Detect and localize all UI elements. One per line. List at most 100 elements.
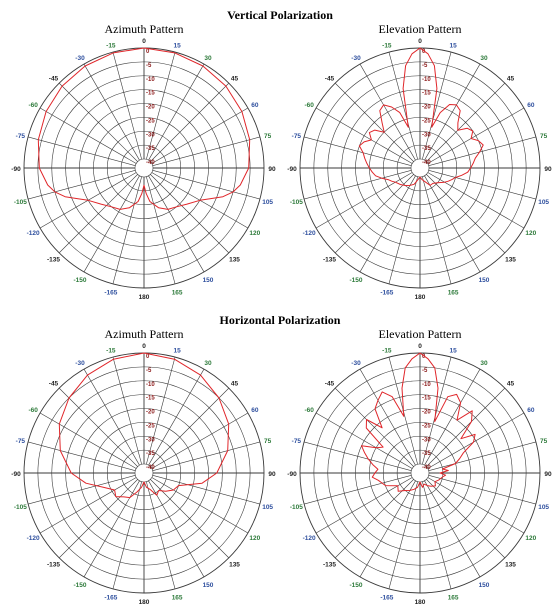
angle-tick-label: 165 [172, 290, 183, 297]
grid-spoke [426, 387, 506, 467]
horizontal-polarization-title: Horizontal Polarization [219, 313, 341, 327]
angle-tick-label: -30 [75, 55, 85, 62]
angle-tick-label: 135 [229, 562, 240, 569]
grid-spoke [304, 136, 412, 166]
angle-tick-label: 0 [418, 38, 422, 45]
grid-spoke [28, 475, 136, 505]
radial-tick-label: 0 [422, 49, 426, 55]
radial-tick-label: -35 [422, 451, 431, 457]
angle-tick-label: 60 [251, 407, 259, 414]
angle-tick-label: 180 [139, 294, 150, 301]
angle-tick-label: 105 [538, 199, 549, 206]
grid-spoke [334, 479, 414, 559]
grid-spoke [426, 82, 506, 162]
chart-title: Elevation Pattern [378, 327, 462, 341]
angle-tick-label: 75 [264, 133, 272, 140]
pattern-line [358, 47, 484, 186]
grid-spoke [151, 107, 249, 164]
pattern-line [361, 352, 476, 492]
radial-tick-label: -15 [146, 396, 155, 402]
angle-tick-label: 15 [450, 42, 458, 49]
angle-tick-label: 45 [507, 380, 515, 387]
angle-tick-label: -150 [73, 582, 86, 589]
angle-tick-label: -75 [292, 438, 302, 445]
grid-spoke [427, 172, 525, 229]
polar-plot: 0153045607590105120135150165180-165-150-… [11, 38, 276, 301]
angle-tick-label: -60 [304, 407, 314, 414]
pattern-line [58, 352, 230, 499]
angle-tick-label: 150 [203, 582, 214, 589]
grid-spoke [146, 481, 176, 589]
grid-spoke [424, 175, 481, 273]
radial-tick-label: -40 [422, 465, 431, 471]
angle-tick-label: -60 [304, 102, 314, 109]
angle-tick-label: 90 [544, 471, 552, 478]
angle-tick-label: -105 [290, 504, 303, 511]
angle-tick-label: 165 [448, 290, 459, 297]
radial-tick-label: -25 [146, 423, 155, 429]
grid-spoke [315, 477, 413, 534]
radial-tick-label: -25 [422, 423, 431, 429]
radial-tick-label: -20 [422, 105, 431, 111]
radial-tick-label: -35 [146, 146, 155, 152]
grid-spoke [58, 387, 138, 467]
angle-tick-label: -15 [106, 347, 116, 354]
angle-tick-label: 120 [249, 230, 260, 237]
angle-tick-label: 150 [479, 277, 490, 284]
grid-spoke [28, 136, 136, 166]
radial-tick-label: -20 [422, 410, 431, 416]
angle-tick-label: -15 [106, 42, 116, 49]
grid-spoke [422, 357, 452, 465]
angle-tick-label: -30 [351, 360, 361, 367]
angle-tick-label: 105 [538, 504, 549, 511]
radial-tick-label: -10 [146, 382, 155, 388]
chart-title: Elevation Pattern [378, 22, 462, 36]
grid-spoke [28, 170, 136, 200]
angle-tick-label: 75 [264, 438, 272, 445]
radial-tick-label: -5 [146, 63, 152, 69]
grid-spoke [148, 175, 205, 273]
angle-tick-label: -120 [27, 535, 40, 542]
angle-tick-label: 120 [249, 535, 260, 542]
radial-tick-label: -15 [146, 91, 155, 97]
radial-tick-label: -30 [422, 437, 431, 443]
grid-spoke [112, 176, 142, 284]
polar-plot: 0153045607590105120135150165180-165-150-… [287, 343, 552, 606]
grid-spoke [39, 477, 137, 534]
angle-tick-label: -75 [292, 133, 302, 140]
grid-spoke [152, 170, 260, 200]
grid-spoke [315, 172, 413, 229]
grid-spoke [58, 479, 138, 559]
angle-tick-label: 135 [505, 257, 516, 264]
angle-tick-label: 45 [231, 380, 239, 387]
angle-tick-label: -45 [49, 380, 59, 387]
angle-tick-label: -30 [75, 360, 85, 367]
radial-tick-label: -30 [422, 132, 431, 138]
angle-tick-label: -120 [303, 230, 316, 237]
angle-tick-label: 135 [505, 562, 516, 569]
angle-tick-label: 45 [507, 75, 515, 82]
angle-tick-label: -135 [323, 257, 336, 264]
grid-spoke [427, 107, 525, 164]
chart-title: Azimuth Pattern [104, 22, 184, 36]
grid-spoke [112, 52, 142, 160]
radial-tick-label: 0 [422, 354, 426, 360]
angle-tick-label: 105 [262, 199, 273, 206]
radial-tick-label: -25 [422, 118, 431, 124]
grid-spoke [148, 63, 205, 161]
radial-tick-label: -5 [146, 368, 152, 374]
angle-tick-label: -75 [16, 438, 26, 445]
angle-tick-label: -150 [349, 582, 362, 589]
angle-tick-label: -165 [104, 290, 117, 297]
radial-tick-label: -35 [422, 146, 431, 152]
grid-spoke [334, 174, 414, 254]
angle-tick-label: 90 [544, 166, 552, 173]
angle-tick-label: -135 [323, 562, 336, 569]
angle-tick-label: -90 [287, 471, 297, 478]
angle-tick-label: 0 [142, 38, 146, 45]
radial-tick-label: -40 [146, 160, 155, 166]
grid-spoke [152, 441, 260, 471]
angle-tick-label: -135 [47, 562, 60, 569]
grid-spoke [58, 174, 138, 254]
vertical-polarization-title: Vertical Polarization [227, 8, 333, 22]
